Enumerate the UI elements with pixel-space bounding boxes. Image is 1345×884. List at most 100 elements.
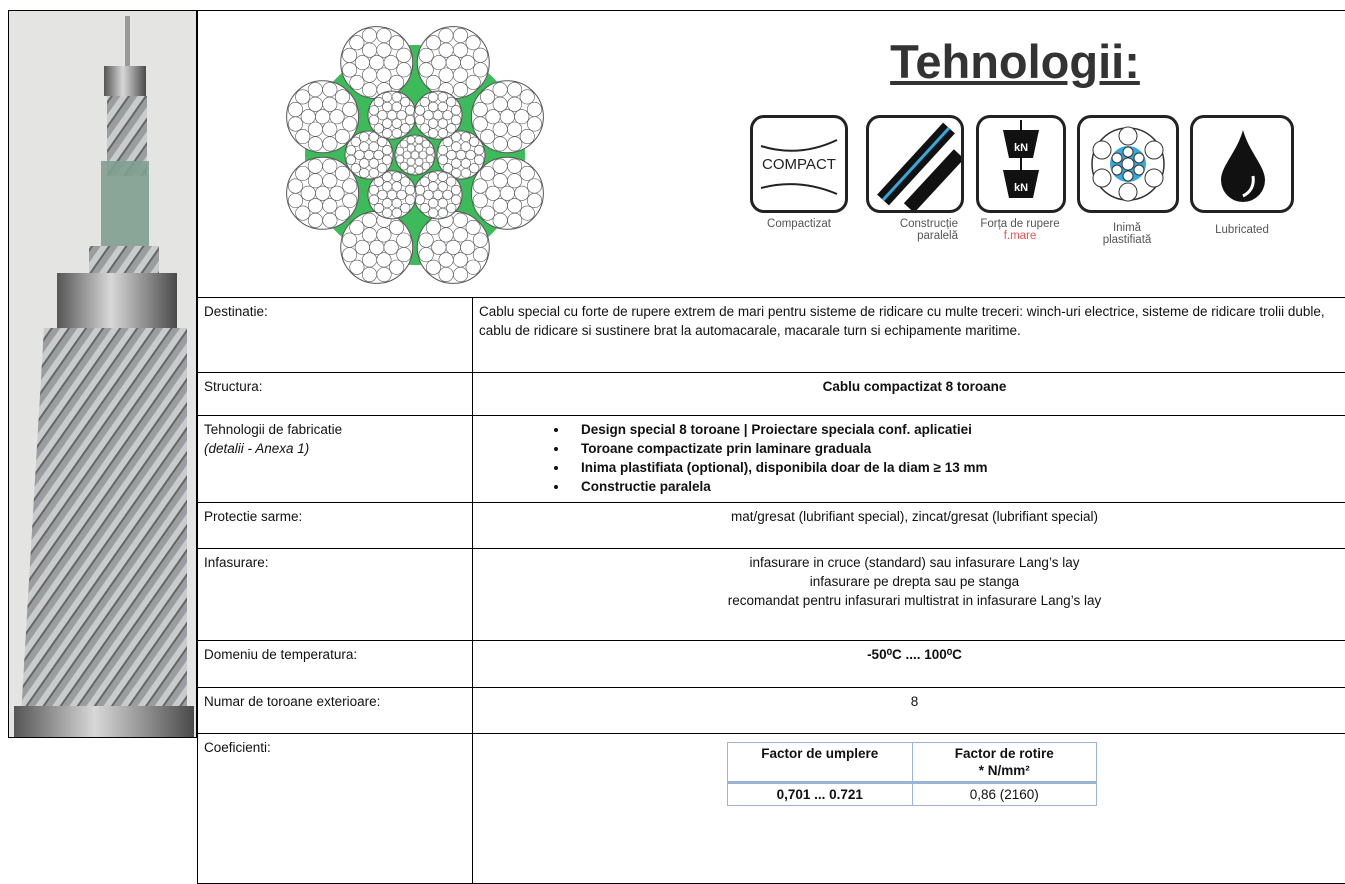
wire	[330, 186, 344, 200]
wire	[374, 150, 384, 160]
wire	[473, 179, 487, 193]
wire	[493, 82, 507, 96]
wire	[397, 48, 411, 62]
wire	[400, 162, 408, 170]
wire	[493, 122, 507, 136]
cross-section	[270, 10, 560, 297]
wire	[466, 75, 480, 89]
wire	[342, 233, 356, 247]
wire	[520, 129, 534, 143]
wire	[382, 92, 392, 102]
wire	[428, 102, 438, 112]
wire	[460, 240, 474, 254]
wire	[480, 166, 494, 180]
wire	[428, 172, 438, 182]
wire	[451, 159, 461, 169]
wire	[420, 124, 430, 134]
wire	[362, 43, 376, 57]
sub-header: Factor de rotire* N/mm²	[912, 743, 1097, 783]
wire	[460, 55, 474, 69]
row-value: infasurare in cruce (standard) sau infas…	[473, 549, 1345, 641]
wire	[362, 253, 376, 267]
spec-table: Destinatie:Cablu special cu forte de rup…	[197, 297, 1345, 884]
wire	[369, 115, 379, 125]
wire	[288, 179, 302, 193]
wire	[369, 106, 379, 116]
wire	[493, 97, 507, 111]
wire	[359, 159, 369, 169]
wire	[469, 137, 479, 147]
wire	[415, 166, 423, 174]
wire	[527, 179, 541, 193]
wire	[343, 117, 357, 131]
wire	[527, 102, 541, 116]
wire	[428, 182, 438, 192]
icon-symbol: COMPACT	[757, 156, 841, 173]
wire	[507, 97, 521, 111]
wire	[439, 28, 453, 42]
wire	[377, 28, 391, 42]
row-label: Protectie sarme:	[198, 503, 473, 549]
wire	[461, 168, 471, 178]
wire	[426, 220, 440, 234]
icon-label: Lubricated	[1190, 224, 1294, 236]
wire	[342, 63, 356, 77]
wire	[415, 144, 423, 152]
wire	[420, 203, 430, 213]
wire	[415, 158, 423, 166]
wire	[480, 90, 494, 104]
wire	[382, 155, 392, 165]
wire	[428, 128, 438, 138]
wire	[422, 162, 430, 170]
wire	[415, 106, 425, 116]
wire	[438, 155, 448, 165]
wire	[323, 82, 337, 96]
wire	[362, 68, 376, 82]
wire	[493, 137, 507, 151]
wire	[466, 260, 480, 274]
wire	[378, 110, 388, 120]
wire	[382, 198, 392, 208]
wire	[433, 110, 443, 120]
wire	[359, 132, 369, 142]
wire	[397, 247, 411, 261]
sub-header-line: * N/mm²	[917, 762, 1093, 779]
wire	[520, 166, 534, 180]
wire	[428, 208, 438, 218]
wire	[419, 48, 433, 62]
wire	[397, 233, 411, 247]
wire	[422, 140, 430, 148]
icon-symbol: kN	[979, 182, 1063, 194]
wire	[507, 122, 521, 136]
wire	[359, 168, 369, 178]
wire	[473, 193, 487, 207]
wire	[323, 199, 337, 213]
wire	[493, 159, 507, 173]
wire	[346, 155, 356, 165]
wire	[466, 150, 476, 160]
wire	[382, 208, 392, 218]
wire	[362, 28, 376, 42]
wire	[397, 110, 407, 120]
wire	[466, 36, 480, 50]
wire	[308, 97, 322, 111]
wire	[392, 208, 402, 218]
wire	[461, 132, 471, 142]
wire	[527, 117, 541, 131]
wire	[451, 185, 461, 195]
bullet: Constructie paralela	[569, 477, 1345, 496]
wire	[396, 155, 404, 163]
wire	[443, 110, 453, 120]
wire	[350, 260, 364, 274]
wire	[407, 166, 415, 174]
wire	[405, 185, 415, 195]
row-label: Tehnologii de fabricatie(detalii - Anexa…	[198, 416, 473, 503]
wire	[374, 97, 384, 107]
wire	[500, 186, 514, 200]
wire	[392, 182, 402, 192]
wire	[415, 136, 423, 144]
wire	[396, 147, 404, 155]
wire	[335, 206, 349, 220]
